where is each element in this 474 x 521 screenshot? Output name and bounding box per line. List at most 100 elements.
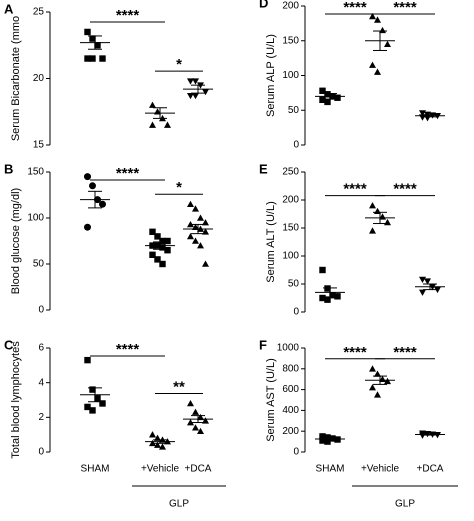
data-point xyxy=(324,296,331,303)
data-point xyxy=(89,386,96,393)
data-point xyxy=(202,89,209,96)
data-point xyxy=(99,55,106,62)
y-tick-label: 0 xyxy=(293,307,299,318)
y-tick-label: 0 xyxy=(38,447,44,458)
data-point xyxy=(202,260,209,267)
y-axis-label: Serum ALT (U/L) xyxy=(265,201,277,283)
data-point xyxy=(197,413,204,421)
data-point xyxy=(84,173,91,181)
data-point xyxy=(154,256,161,263)
x-tick-label: SHAM xyxy=(316,464,345,475)
data-point xyxy=(84,55,91,62)
data-point xyxy=(89,35,96,42)
data-point xyxy=(187,220,194,228)
y-tick-label: 2 xyxy=(38,412,44,423)
data-point xyxy=(187,419,194,426)
data-point xyxy=(319,96,326,104)
data-point xyxy=(319,87,326,94)
y-tick-label: 200 xyxy=(282,195,299,206)
data-point xyxy=(164,121,171,128)
significance-label: **** xyxy=(116,341,140,358)
data-point xyxy=(159,260,166,268)
y-tick-label: 0 xyxy=(293,140,299,151)
panel-letter: E xyxy=(259,161,268,176)
data-point xyxy=(379,26,386,34)
data-point xyxy=(374,391,381,398)
data-point xyxy=(369,202,376,209)
data-point xyxy=(319,294,326,302)
group-label: GLP xyxy=(169,499,189,510)
data-point xyxy=(334,94,341,101)
data-point xyxy=(319,433,326,440)
y-axis-label: Total blood lymphocytes xyxy=(10,341,22,459)
data-point xyxy=(419,276,426,284)
data-point xyxy=(149,251,156,258)
data-point xyxy=(154,233,161,240)
data-point xyxy=(324,98,331,106)
y-tick-label: 25 xyxy=(33,7,45,18)
significance-label: **** xyxy=(393,0,417,16)
y-axis-label: Serum ALP (U/L) xyxy=(265,34,277,117)
data-point xyxy=(202,228,209,235)
y-tick-label: 400 xyxy=(282,405,299,416)
data-point xyxy=(197,242,204,249)
data-point xyxy=(187,92,194,100)
significance-label: **** xyxy=(393,344,417,361)
panel-letter: C xyxy=(4,337,14,352)
data-point xyxy=(374,68,381,75)
y-tick-label: 50 xyxy=(288,279,300,290)
data-point xyxy=(202,417,209,424)
data-point xyxy=(154,441,161,448)
data-point xyxy=(319,437,326,444)
data-point xyxy=(149,101,156,108)
data-point xyxy=(94,42,101,49)
data-point xyxy=(334,293,341,300)
y-axis-label: Serum Bicarbonate (mmo xyxy=(10,16,22,141)
data-point xyxy=(329,435,336,442)
significance-label: **** xyxy=(116,165,140,182)
y-tick-label: 4 xyxy=(38,377,44,388)
data-point xyxy=(84,356,91,364)
data-point xyxy=(369,61,376,68)
data-point xyxy=(192,237,199,244)
y-tick-label: 15 xyxy=(33,140,45,151)
y-axis-label: Serum AST (U/L) xyxy=(265,358,277,442)
data-point xyxy=(369,365,376,372)
data-point xyxy=(329,292,336,299)
group-label: GLP xyxy=(395,499,415,510)
data-point xyxy=(159,244,166,251)
data-point xyxy=(94,395,101,402)
y-tick-label: 600 xyxy=(282,384,299,395)
data-point xyxy=(192,424,199,431)
y-tick-label: 150 xyxy=(282,35,299,46)
y-tick-label: 20 xyxy=(33,73,45,84)
y-tick-label: 1000 xyxy=(277,343,300,354)
data-point xyxy=(84,28,91,36)
y-tick-label: 0 xyxy=(293,447,299,458)
data-point xyxy=(192,223,199,230)
data-point xyxy=(187,78,194,85)
data-point xyxy=(84,403,91,411)
y-axis-label: Blood glucose (mg/dl) xyxy=(10,188,22,294)
significance-label: **** xyxy=(343,181,367,198)
data-point xyxy=(369,384,376,391)
data-point xyxy=(187,399,194,407)
data-point xyxy=(164,237,171,245)
x-tick-label: +Vehicle xyxy=(141,464,180,475)
y-tick-label: 50 xyxy=(288,105,300,116)
data-point xyxy=(334,436,341,443)
significance-label: ** xyxy=(173,378,185,395)
y-tick-label: 200 xyxy=(282,426,299,437)
y-tick-label: 100 xyxy=(282,70,299,81)
data-point xyxy=(149,439,156,447)
data-point xyxy=(374,16,381,23)
data-point xyxy=(89,55,96,62)
significance-label: **** xyxy=(116,7,140,24)
data-point xyxy=(192,92,199,100)
y-tick-label: 100 xyxy=(27,213,44,224)
data-point xyxy=(192,205,199,212)
data-point xyxy=(324,434,331,441)
data-point xyxy=(384,377,391,385)
data-point xyxy=(374,370,381,377)
